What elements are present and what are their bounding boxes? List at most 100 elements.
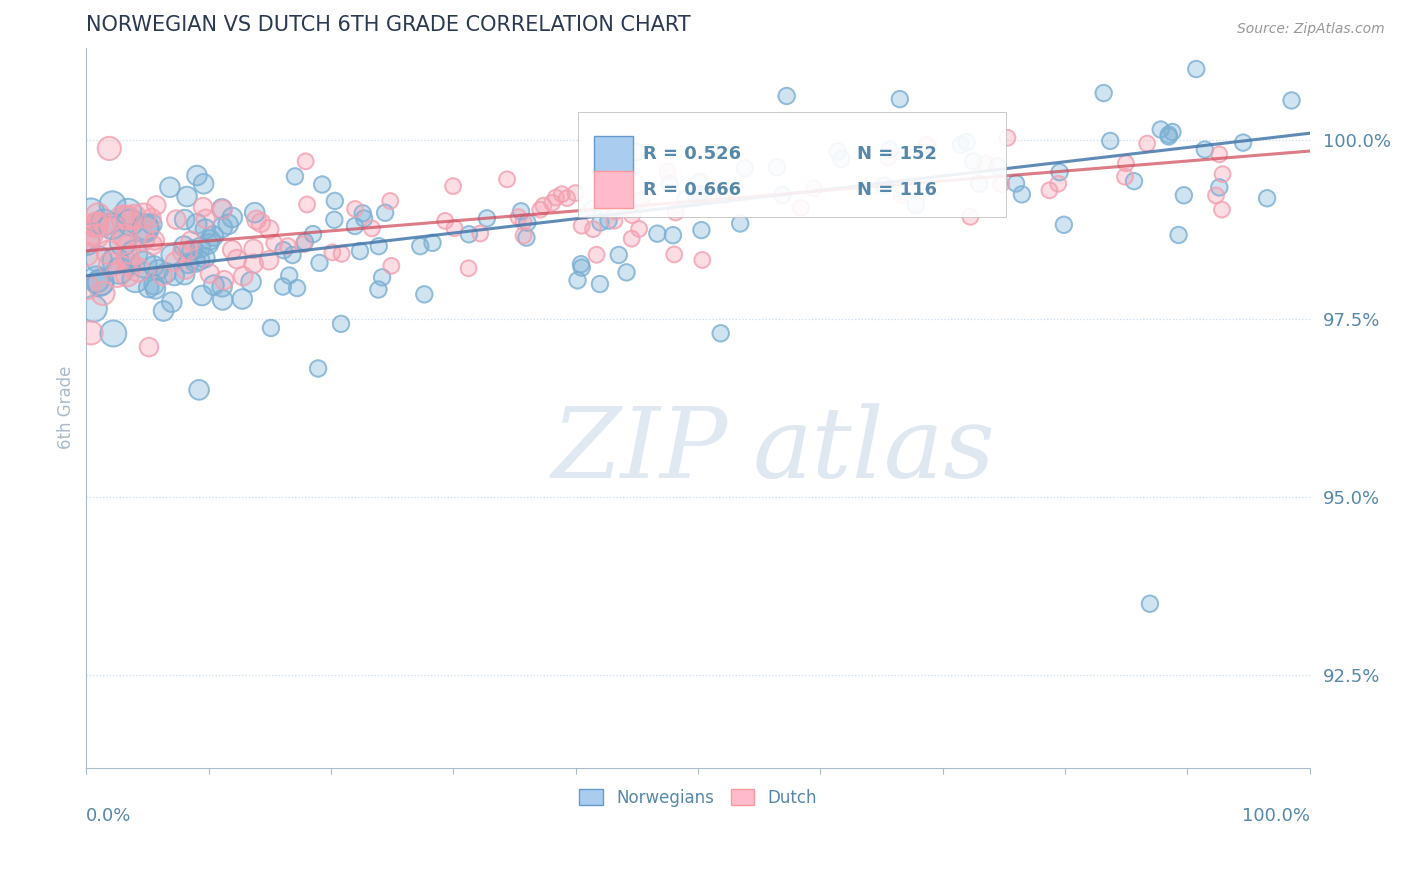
Point [163, 254, 186, 268]
Point [1047, 177, 1070, 191]
Point [221, 211, 243, 225]
Point [173, 212, 195, 227]
Point [180, 234, 202, 248]
Point [212, 273, 235, 287]
Point [211, 202, 233, 217]
Point [475, 211, 498, 226]
Point [688, 175, 710, 189]
Point [512, 215, 534, 229]
Point [830, 152, 852, 166]
Point [974, 156, 997, 170]
Point [76, 232, 98, 246]
Point [87, 252, 110, 267]
Point [441, 179, 464, 194]
Point [589, 277, 612, 291]
Point [90, 218, 112, 232]
Point [1208, 180, 1230, 194]
Point [190, 240, 212, 254]
Point [827, 145, 849, 159]
Point [191, 200, 214, 214]
Point [307, 361, 329, 376]
Point [211, 220, 233, 235]
Point [1139, 597, 1161, 611]
Point [949, 137, 972, 152]
Point [86, 218, 108, 232]
Point [211, 202, 233, 216]
Point [155, 266, 177, 280]
Point [75, 247, 97, 261]
Point [76, 235, 98, 249]
Point [591, 202, 613, 216]
Point [184, 255, 207, 269]
Point [163, 268, 186, 283]
Point [103, 326, 125, 341]
Point [91, 286, 114, 301]
Point [371, 270, 394, 285]
Point [616, 265, 638, 279]
Text: R = 0.666: R = 0.666 [643, 180, 741, 199]
Point [1038, 183, 1060, 197]
Point [1167, 227, 1189, 242]
Y-axis label: 6th Grade: 6th Grade [58, 366, 75, 450]
Point [98, 141, 121, 155]
Point [101, 219, 124, 233]
Point [675, 192, 697, 206]
Point [1123, 174, 1146, 188]
Point [974, 156, 997, 170]
Point [245, 212, 267, 227]
Point [515, 230, 537, 244]
Point [138, 280, 160, 294]
Point [257, 222, 280, 236]
Point [879, 143, 901, 157]
Point [510, 204, 533, 219]
Point [658, 177, 681, 191]
Point [242, 257, 264, 271]
Point [967, 177, 990, 191]
Point [665, 205, 688, 219]
Point [1161, 125, 1184, 139]
Text: Source: ZipAtlas.com: Source: ZipAtlas.com [1237, 22, 1385, 37]
Point [585, 248, 607, 262]
Point [277, 239, 299, 253]
Point [308, 256, 330, 270]
Point [232, 269, 254, 284]
Point [242, 242, 264, 256]
Point [115, 229, 138, 244]
Point [607, 248, 630, 262]
Point [571, 260, 593, 275]
Point [1139, 597, 1161, 611]
Point [877, 150, 900, 164]
Point [1053, 218, 1076, 232]
Point [827, 145, 849, 159]
Point [1185, 62, 1208, 76]
Point [190, 240, 212, 254]
Point [776, 89, 799, 103]
Point [281, 248, 304, 262]
Point [605, 193, 627, 207]
Point [1232, 136, 1254, 150]
Point [181, 243, 204, 257]
Point [890, 188, 912, 202]
Point [159, 180, 181, 194]
Point [621, 208, 644, 222]
Point [533, 198, 555, 212]
Point [496, 172, 519, 186]
Point [529, 202, 551, 217]
Point [470, 227, 492, 241]
Point [890, 188, 912, 202]
Point [1185, 62, 1208, 76]
Point [790, 201, 813, 215]
Point [117, 268, 139, 282]
Point [889, 92, 911, 106]
Point [302, 227, 325, 241]
Point [662, 228, 685, 243]
Point [1092, 86, 1115, 100]
Point [997, 130, 1019, 145]
Point [1099, 134, 1122, 148]
Point [142, 238, 165, 252]
Point [626, 145, 648, 159]
Point [422, 235, 444, 250]
Point [176, 189, 198, 203]
Point [1161, 125, 1184, 139]
Point [665, 205, 688, 219]
